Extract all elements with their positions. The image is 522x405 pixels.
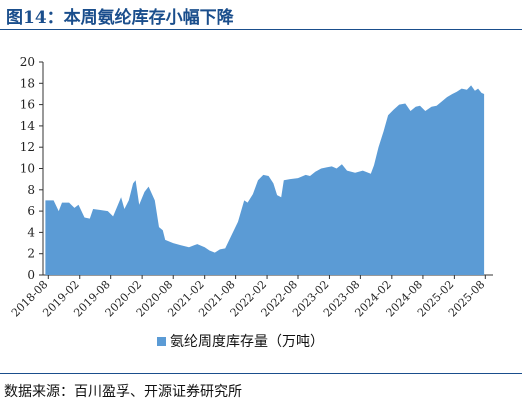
bottom-rule bbox=[0, 373, 522, 374]
y-tick-label: 16 bbox=[20, 98, 35, 112]
y-tick-label: 4 bbox=[27, 225, 35, 239]
series-area bbox=[45, 85, 485, 276]
legend-label: 氨纶周度库存量（万吨） bbox=[170, 334, 324, 350]
y-tick-label: 14 bbox=[20, 119, 36, 133]
y-tick-label: 2 bbox=[27, 247, 35, 261]
figure-title: 图14：本周氨纶库存小幅下降 bbox=[6, 8, 234, 28]
y-tick-label: 12 bbox=[20, 140, 35, 154]
y-tick-label: 6 bbox=[27, 204, 35, 218]
y-tick-label: 8 bbox=[27, 183, 35, 197]
y-tick-label: 10 bbox=[20, 162, 35, 176]
area-chart: 024681012141618202018-082019-022019-0820… bbox=[9, 55, 493, 350]
title-rule bbox=[0, 29, 522, 30]
y-tick-label: 0 bbox=[27, 268, 35, 282]
y-tick-label: 20 bbox=[20, 55, 35, 69]
legend-swatch bbox=[157, 337, 166, 346]
source-note: 数据来源：百川盈孚、开源证券研究所 bbox=[4, 384, 242, 400]
y-tick-label: 18 bbox=[20, 76, 35, 90]
legend: 氨纶周度库存量（万吨） bbox=[157, 334, 324, 350]
